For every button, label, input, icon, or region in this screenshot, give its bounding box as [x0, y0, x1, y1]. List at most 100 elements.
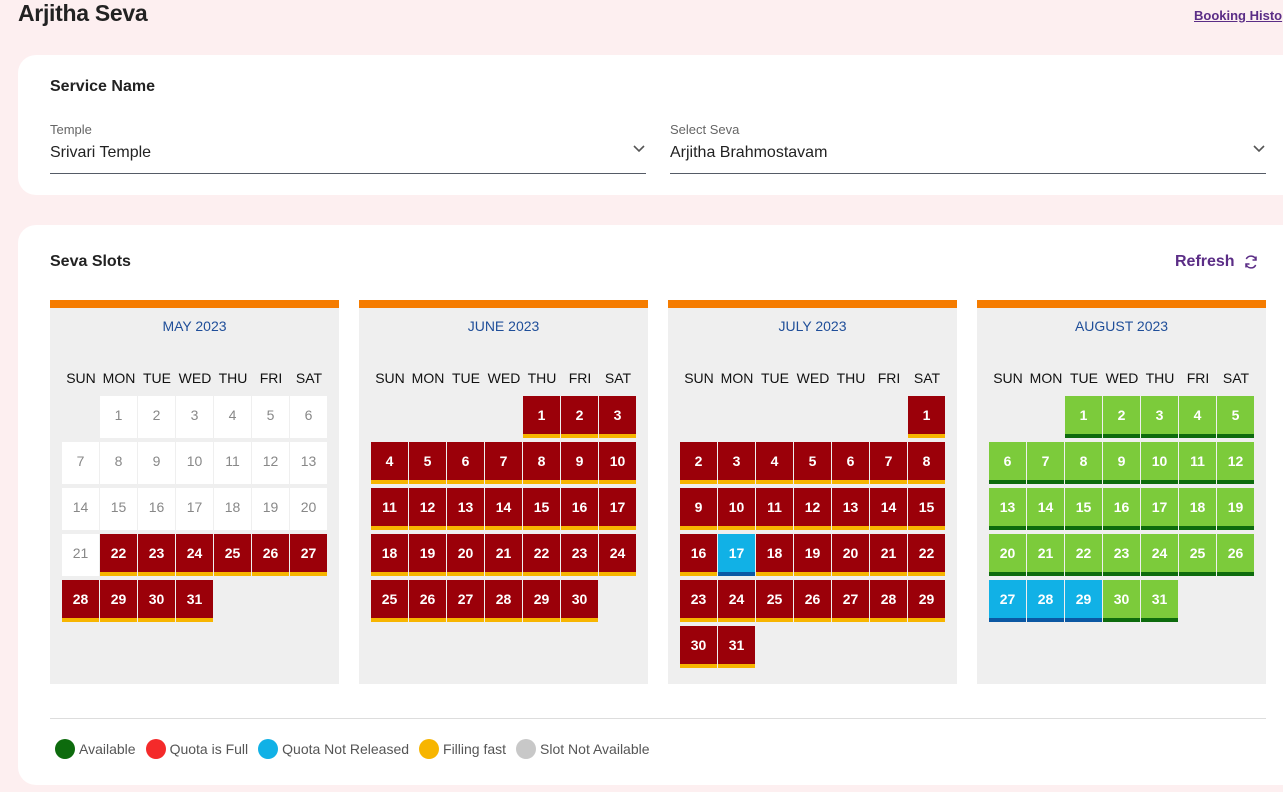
day-cell[interactable]: 27 — [290, 534, 327, 576]
day-cell[interactable]: 14 — [485, 488, 522, 530]
day-cell[interactable]: 31 — [176, 580, 213, 622]
day-cell[interactable]: 24 — [718, 580, 755, 622]
day-cell[interactable]: 20 — [447, 534, 484, 576]
day-cell[interactable]: 19 — [409, 534, 446, 576]
day-cell[interactable]: 24 — [599, 534, 636, 576]
day-cell[interactable]: 20 — [989, 534, 1026, 576]
day-cell[interactable]: 3 — [599, 396, 636, 438]
day-cell[interactable]: 11 — [756, 488, 793, 530]
day-cell[interactable]: 22 — [523, 534, 560, 576]
day-cell[interactable]: 5 — [1217, 396, 1254, 438]
day-cell[interactable]: 21 — [485, 534, 522, 576]
day-cell[interactable]: 22 — [1065, 534, 1102, 576]
day-cell[interactable]: 30 — [138, 580, 175, 622]
day-cell[interactable]: 23 — [1103, 534, 1140, 576]
day-cell[interactable]: 18 — [756, 534, 793, 576]
day-cell[interactable]: 15 — [1065, 488, 1102, 530]
day-cell[interactable]: 24 — [1141, 534, 1178, 576]
day-cell[interactable]: 2 — [1103, 396, 1140, 438]
day-cell[interactable]: 6 — [447, 442, 484, 484]
day-cell[interactable]: 28 — [62, 580, 99, 622]
day-cell[interactable]: 23 — [680, 580, 717, 622]
day-cell[interactable]: 17 — [718, 534, 755, 576]
day-cell[interactable]: 15 — [523, 488, 560, 530]
day-cell[interactable]: 16 — [561, 488, 598, 530]
day-cell[interactable]: 4 — [1179, 396, 1216, 438]
day-cell[interactable]: 16 — [680, 534, 717, 576]
day-cell[interactable]: 7 — [485, 442, 522, 484]
day-cell[interactable]: 9 — [680, 488, 717, 530]
day-cell[interactable]: 17 — [1141, 488, 1178, 530]
day-cell[interactable]: 13 — [989, 488, 1026, 530]
booking-history-link[interactable]: Booking Histo — [1194, 8, 1283, 23]
day-cell[interactable]: 29 — [1065, 580, 1102, 622]
day-cell[interactable]: 5 — [409, 442, 446, 484]
day-cell[interactable]: 21 — [870, 534, 907, 576]
day-cell[interactable]: 6 — [989, 442, 1026, 484]
day-cell[interactable]: 22 — [908, 534, 945, 576]
day-cell[interactable]: 18 — [1179, 488, 1216, 530]
day-cell[interactable]: 10 — [1141, 442, 1178, 484]
day-cell[interactable]: 26 — [794, 580, 831, 622]
day-cell[interactable]: 13 — [832, 488, 869, 530]
day-cell[interactable]: 9 — [561, 442, 598, 484]
day-cell[interactable]: 25 — [1179, 534, 1216, 576]
day-cell[interactable]: 26 — [252, 534, 289, 576]
day-cell[interactable]: 27 — [832, 580, 869, 622]
day-cell[interactable]: 26 — [409, 580, 446, 622]
day-cell[interactable]: 21 — [1027, 534, 1064, 576]
day-cell[interactable]: 11 — [371, 488, 408, 530]
day-cell[interactable]: 15 — [908, 488, 945, 530]
day-cell[interactable]: 5 — [794, 442, 831, 484]
day-cell[interactable]: 1 — [523, 396, 560, 438]
day-cell[interactable]: 25 — [756, 580, 793, 622]
day-cell[interactable]: 11 — [1179, 442, 1216, 484]
refresh-button[interactable]: Refresh — [1175, 253, 1259, 271]
day-cell[interactable]: 19 — [794, 534, 831, 576]
day-cell[interactable]: 31 — [1141, 580, 1178, 622]
day-cell[interactable]: 28 — [485, 580, 522, 622]
day-cell[interactable]: 30 — [1103, 580, 1140, 622]
day-cell[interactable]: 7 — [870, 442, 907, 484]
day-cell[interactable]: 8 — [908, 442, 945, 484]
day-cell[interactable]: 9 — [1103, 442, 1140, 484]
seva-select[interactable]: Select Seva Arjitha Brahmostavam — [670, 121, 1266, 174]
day-cell[interactable]: 8 — [523, 442, 560, 484]
day-cell[interactable]: 28 — [1027, 580, 1064, 622]
day-cell[interactable]: 29 — [523, 580, 560, 622]
day-cell[interactable]: 1 — [908, 396, 945, 438]
day-cell[interactable]: 2 — [680, 442, 717, 484]
day-cell[interactable]: 28 — [870, 580, 907, 622]
day-cell[interactable]: 4 — [371, 442, 408, 484]
day-cell[interactable]: 30 — [680, 626, 717, 668]
day-cell[interactable]: 23 — [561, 534, 598, 576]
day-cell[interactable]: 1 — [1065, 396, 1102, 438]
day-cell[interactable]: 14 — [870, 488, 907, 530]
day-cell[interactable]: 19 — [1217, 488, 1254, 530]
day-cell[interactable]: 12 — [1217, 442, 1254, 484]
day-cell[interactable]: 27 — [989, 580, 1026, 622]
day-cell[interactable]: 7 — [1027, 442, 1064, 484]
day-cell[interactable]: 17 — [599, 488, 636, 530]
day-cell[interactable]: 12 — [409, 488, 446, 530]
day-cell[interactable]: 25 — [214, 534, 251, 576]
day-cell[interactable]: 18 — [371, 534, 408, 576]
day-cell[interactable]: 14 — [1027, 488, 1064, 530]
day-cell[interactable]: 10 — [599, 442, 636, 484]
day-cell[interactable]: 13 — [447, 488, 484, 530]
day-cell[interactable]: 12 — [794, 488, 831, 530]
day-cell[interactable]: 25 — [371, 580, 408, 622]
day-cell[interactable]: 29 — [908, 580, 945, 622]
day-cell[interactable]: 3 — [718, 442, 755, 484]
day-cell[interactable]: 8 — [1065, 442, 1102, 484]
day-cell[interactable]: 27 — [447, 580, 484, 622]
temple-select[interactable]: Temple Srivari Temple — [50, 121, 646, 174]
day-cell[interactable]: 10 — [718, 488, 755, 530]
day-cell[interactable]: 6 — [832, 442, 869, 484]
day-cell[interactable]: 4 — [756, 442, 793, 484]
day-cell[interactable]: 2 — [561, 396, 598, 438]
day-cell[interactable]: 20 — [832, 534, 869, 576]
day-cell[interactable]: 31 — [718, 626, 755, 668]
day-cell[interactable]: 30 — [561, 580, 598, 622]
day-cell[interactable]: 22 — [100, 534, 137, 576]
